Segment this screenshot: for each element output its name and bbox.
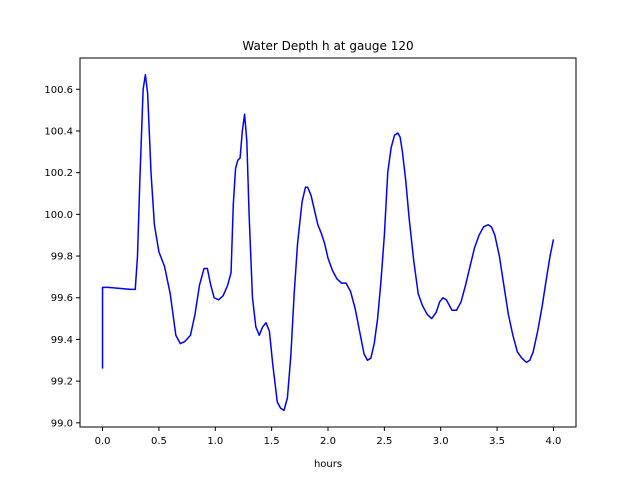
y-tick-label: 99.0	[51, 418, 73, 429]
y-tick-label: 99.8	[51, 252, 73, 263]
x-tick-label: 1.0	[207, 436, 223, 447]
y-tick-label: 99.2	[51, 377, 73, 388]
x-tick-label: 4.0	[546, 436, 562, 447]
x-tick-label: 2.5	[376, 436, 392, 447]
x-axis-label: hours	[314, 459, 342, 470]
x-tick-label: 1.5	[264, 436, 280, 447]
chart-title: Water Depth h at gauge 120	[242, 39, 413, 53]
x-tick-label: 3.0	[433, 436, 449, 447]
y-tick-label: 100.4	[44, 126, 73, 137]
y-tick-label: 100.2	[44, 168, 73, 179]
y-tick-label: 100.0	[44, 210, 73, 221]
series-line-0	[101, 73, 555, 412]
plot-frame	[79, 57, 577, 428]
y-axis: 99.0 99.2 99.4 99.6 99.8 100.0 100.2 100.4 100.6	[44, 85, 80, 429]
x-tick-label: 3.5	[489, 436, 505, 447]
x-tick-label: 2.0	[320, 436, 336, 447]
x-axis: 0.0 0.5 1.0 1.5 2.0 2.5 3.0 3.5 4.0	[95, 427, 562, 447]
x-tick-label: 0.5	[151, 436, 167, 447]
y-tick-label: 99.4	[51, 335, 73, 346]
y-tick-label: 99.6	[51, 293, 73, 304]
y-tick-label: 100.6	[44, 85, 73, 96]
x-tick-label: 0.0	[95, 436, 111, 447]
plot-series	[101, 73, 555, 412]
